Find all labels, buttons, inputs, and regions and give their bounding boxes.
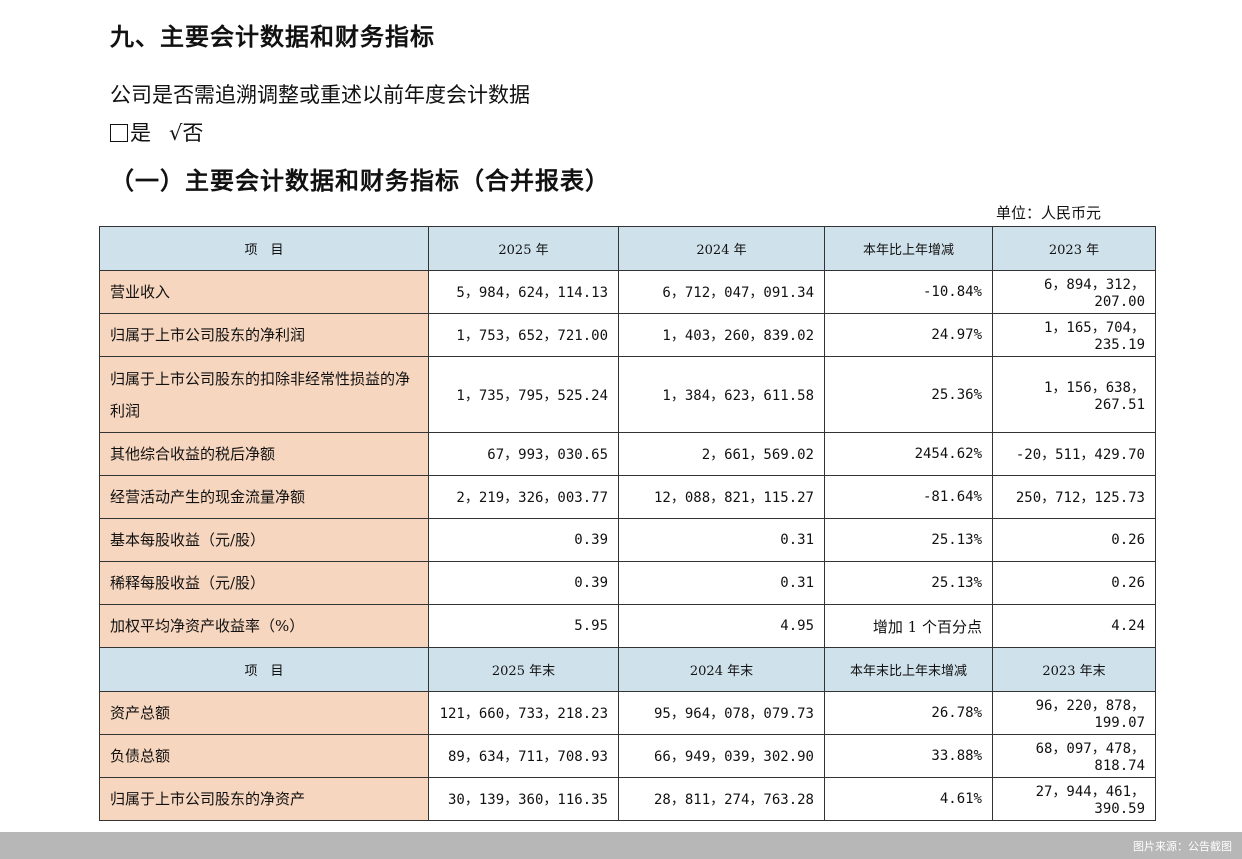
value-change: -81.64% (824, 475, 993, 519)
value-2024-end: 95，964，078，079.73 (618, 691, 825, 735)
value-2024: 12，088，821，115.27 (618, 475, 825, 519)
check-mark-icon: √ (169, 121, 183, 145)
header-2025: 2025 年 (428, 226, 619, 271)
table-row: 归属于上市公司股东的净资产 30，139，360，116.35 28，811，2… (99, 777, 1156, 821)
header-change: 本年比上年增减 (824, 226, 993, 271)
value-change: 2454.62% (824, 432, 993, 476)
image-source-caption: 图片来源：公告截图 (1133, 840, 1232, 853)
option-yes-label: 是 (130, 121, 151, 145)
value-2024-end: 66，949，039，302.90 (618, 734, 825, 778)
header-2025-end: 2025 年末 (428, 647, 619, 692)
value-2023-end: 68，097，478，818.74 (992, 734, 1156, 778)
value-2025: 0.39 (428, 561, 619, 605)
section-title: 九、主要会计数据和财务指标 (110, 22, 435, 51)
table-row: 经营活动产生的现金流量净额 2，219，326，003.77 12，088，82… (99, 475, 1156, 519)
financial-indicators-table: 项 目 2025 年 2024 年 本年比上年增减 2023 年 营业收入 5，… (99, 226, 1156, 821)
restatement-question: 公司是否需追溯调整或重述以前年度会计数据 (110, 83, 530, 107)
value-2023: 0.26 (992, 561, 1156, 605)
value-change-end: 4.61% (824, 777, 993, 821)
subsection-title: （一）主要会计数据和财务指标（合并报表） (110, 166, 610, 195)
table-row: 营业收入 5，984，624，114.13 6，712，047，091.34 -… (99, 270, 1156, 314)
value-2025: 67，993，030.65 (428, 432, 619, 476)
table-row: 资产总额 121，660，733，218.23 95，964，078，079.7… (99, 691, 1156, 735)
value-2024: 6，712，047，091.34 (618, 270, 825, 314)
value-2023: 1，165，704，235.19 (992, 313, 1156, 357)
value-2024: 0.31 (618, 518, 825, 562)
table-row: 稀释每股收益（元/股） 0.39 0.31 25.13% 0.26 (99, 561, 1156, 605)
value-2024: 2，661，569.02 (618, 432, 825, 476)
currency-unit: 单位：人民币元 (996, 204, 1102, 222)
table-header-row: 项 目 2025 年 2024 年 本年比上年增减 2023 年 (99, 226, 1156, 271)
value-change: 25.36% (824, 356, 993, 433)
option-no-label: 否 (182, 121, 204, 145)
value-2023: 1，156，638，267.51 (992, 356, 1156, 433)
header-item: 项 目 (99, 647, 429, 692)
header-2023-end: 2023 年末 (992, 647, 1156, 692)
row-label: 经营活动产生的现金流量净额 (99, 475, 429, 519)
row-label: 负债总额 (99, 734, 429, 778)
table-row: 负债总额 89，634，711，708.93 66，949，039，302.90… (99, 734, 1156, 778)
header-2024: 2024 年 (618, 226, 825, 271)
table-row: 基本每股收益（元/股） 0.39 0.31 25.13% 0.26 (99, 518, 1156, 562)
header-2024-end: 2024 年末 (618, 647, 825, 692)
restatement-options: 是 √否 (110, 117, 203, 147)
footer-bar: 图片来源：公告截图 (0, 832, 1242, 859)
value-change-end: 26.78% (824, 691, 993, 735)
value-change-end: 33.88% (824, 734, 993, 778)
row-label: 资产总额 (99, 691, 429, 735)
value-2023: -20，511，429.70 (992, 432, 1156, 476)
value-2024: 4.95 (618, 604, 825, 648)
value-2023: 0.26 (992, 518, 1156, 562)
value-2025-end: 89，634，711，708.93 (428, 734, 619, 778)
value-2025: 2，219，326，003.77 (428, 475, 619, 519)
value-2025-end: 121，660，733，218.23 (428, 691, 619, 735)
value-change: 25.13% (824, 561, 993, 605)
table-row: 归属于上市公司股东的净利润 1，753，652，721.00 1，403，260… (99, 313, 1156, 357)
value-2023-end: 96，220，878，199.07 (992, 691, 1156, 735)
row-label: 归属于上市公司股东的扣除非经常性损益的净利润 (99, 356, 429, 433)
value-2025: 5.95 (428, 604, 619, 648)
value-2023: 4.24 (992, 604, 1156, 648)
row-label: 归属于上市公司股东的净利润 (99, 313, 429, 357)
value-2025: 5，984，624，114.13 (428, 270, 619, 314)
row-label: 加权平均净资产收益率（%） (99, 604, 429, 648)
row-label: 基本每股收益（元/股） (99, 518, 429, 562)
value-2025: 1，753，652，721.00 (428, 313, 619, 357)
value-2024: 0.31 (618, 561, 825, 605)
value-2023: 250，712，125.73 (992, 475, 1156, 519)
value-2024-end: 28，811，274，763.28 (618, 777, 825, 821)
row-label: 稀释每股收益（元/股） (99, 561, 429, 605)
value-2024: 1，403，260，839.02 (618, 313, 825, 357)
value-2025-end: 30，139，360，116.35 (428, 777, 619, 821)
table-row: 其他综合收益的税后净额 67，993，030.65 2，661，569.02 2… (99, 432, 1156, 476)
row-label: 营业收入 (99, 270, 429, 314)
row-label: 归属于上市公司股东的净资产 (99, 777, 429, 821)
header-change-end: 本年末比上年末增减 (824, 647, 993, 692)
value-change: 增加 1 个百分点 (824, 604, 993, 648)
value-change: -10.84% (824, 270, 993, 314)
table-header-row: 项 目 2025 年末 2024 年末 本年末比上年末增减 2023 年末 (99, 647, 1156, 692)
value-2024: 1，384，623，611.58 (618, 356, 825, 433)
row-label: 其他综合收益的税后净额 (99, 432, 429, 476)
unchecked-box-icon (110, 124, 128, 142)
value-2023-end: 27，944，461，390.59 (992, 777, 1156, 821)
value-change: 24.97% (824, 313, 993, 357)
header-2023: 2023 年 (992, 226, 1156, 271)
value-change: 25.13% (824, 518, 993, 562)
table-row: 加权平均净资产收益率（%） 5.95 4.95 增加 1 个百分点 4.24 (99, 604, 1156, 648)
table-row: 归属于上市公司股东的扣除非经常性损益的净利润 1，735，795，525.24 … (99, 356, 1156, 433)
value-2025: 1，735，795，525.24 (428, 356, 619, 433)
header-item: 项 目 (99, 226, 429, 271)
value-2023: 6，894，312，207.00 (992, 270, 1156, 314)
value-2025: 0.39 (428, 518, 619, 562)
